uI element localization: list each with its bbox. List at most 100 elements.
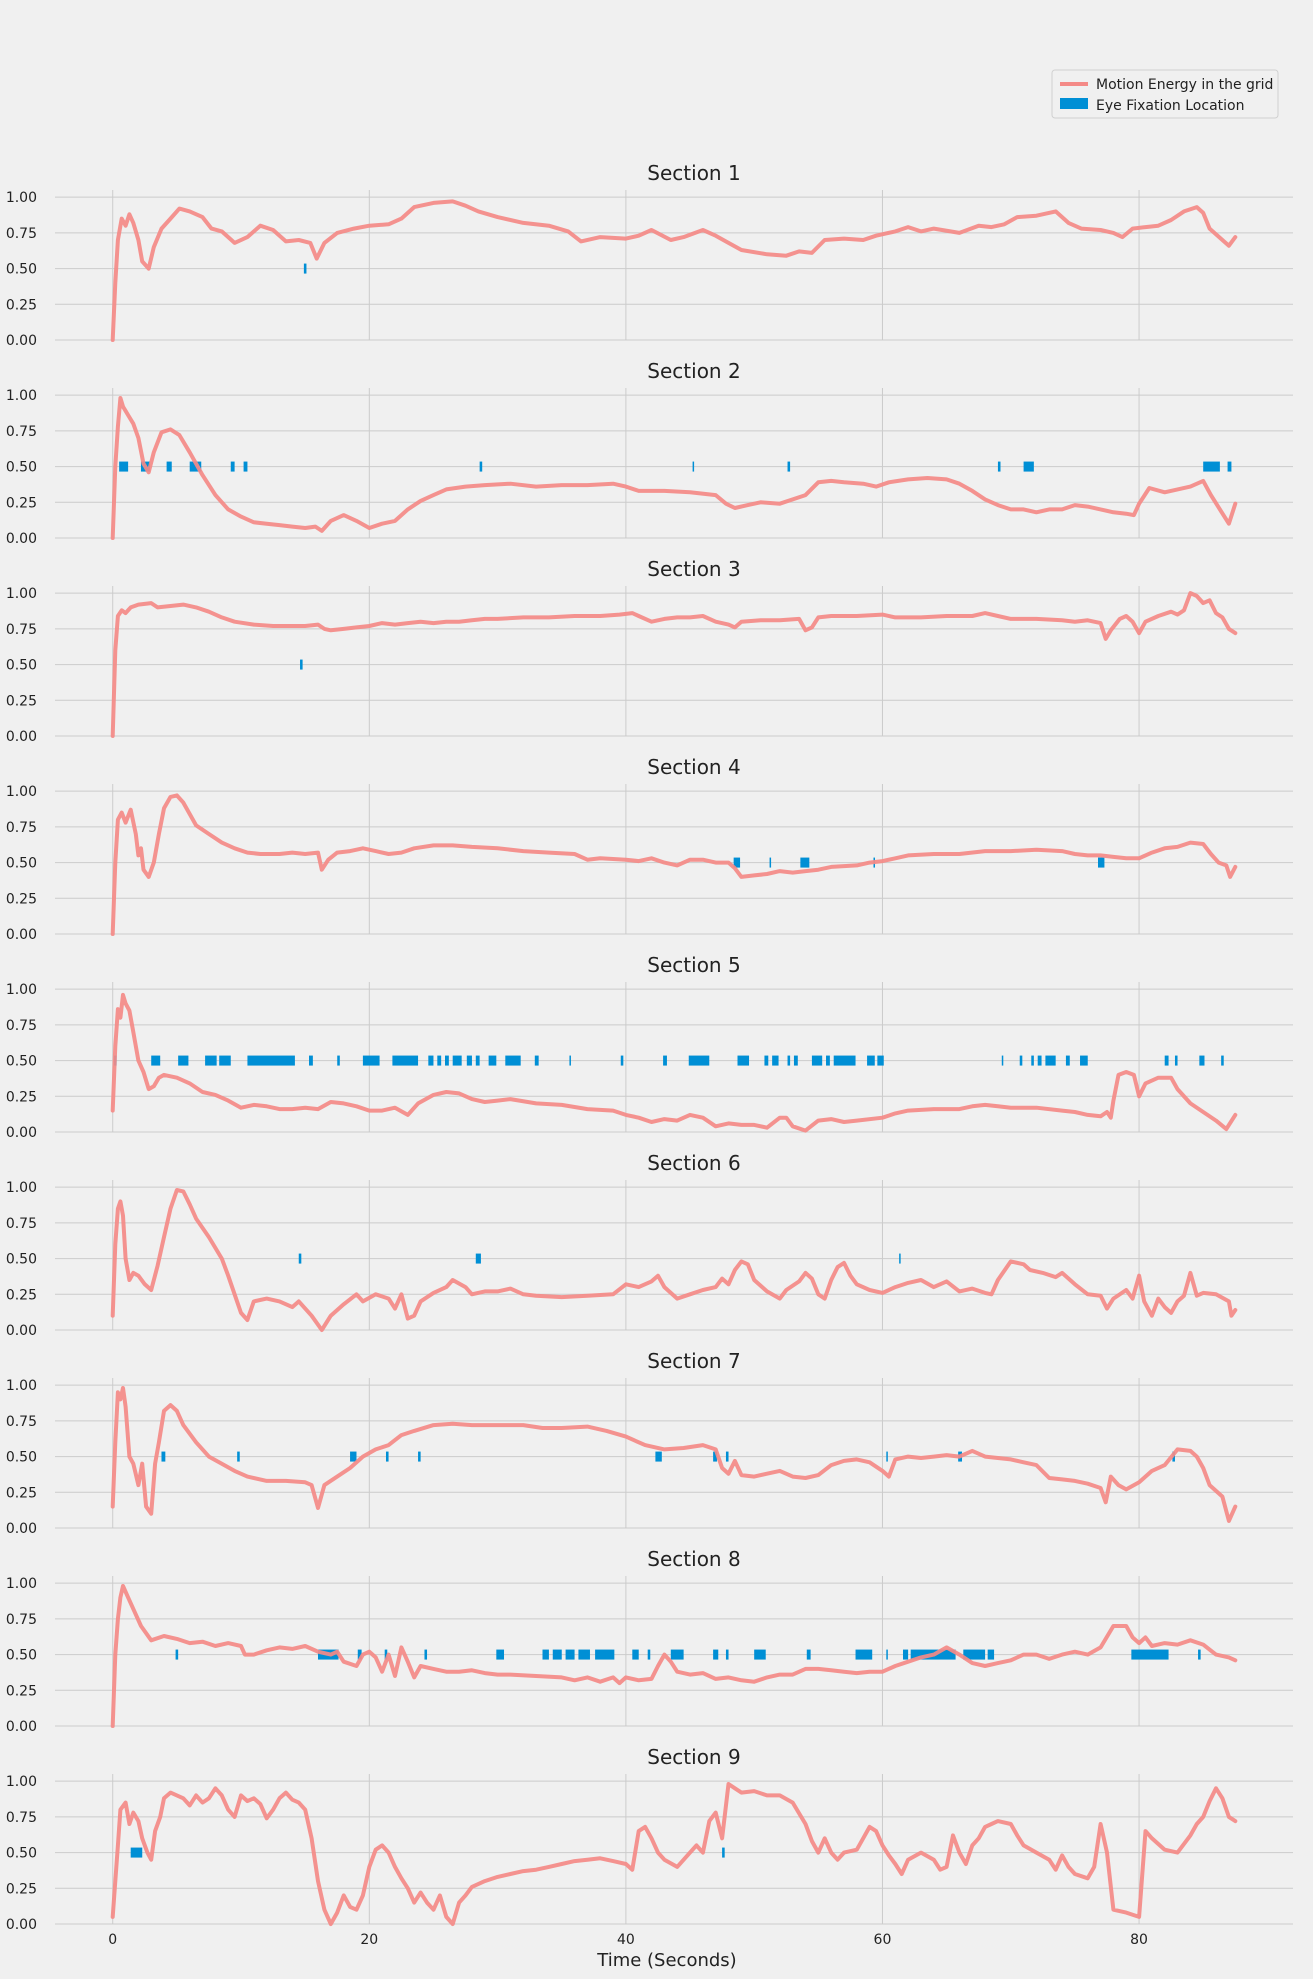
fixation-bar xyxy=(655,1451,662,1462)
fixation-bar xyxy=(769,857,772,868)
fixation-bar xyxy=(754,1649,766,1660)
y-tick-label: 0.75 xyxy=(6,1216,37,1232)
y-tick-label: 0.75 xyxy=(6,1612,37,1628)
fixation-bar xyxy=(205,1055,217,1066)
fixation-bar xyxy=(663,1055,667,1066)
fixation-bar xyxy=(1203,461,1220,472)
legend: Motion Energy in the grid Eye Fixation L… xyxy=(1051,69,1279,119)
x-tick-label: 20 xyxy=(360,1932,378,1948)
fixation-bar xyxy=(855,1649,873,1660)
fixation-bar xyxy=(552,1649,562,1660)
legend-fixation-swatch xyxy=(1060,98,1088,109)
fixation-bar xyxy=(298,1253,302,1264)
legend-box xyxy=(1051,69,1279,119)
fixation-bar xyxy=(300,659,303,670)
motion-line xyxy=(110,793,1238,936)
fixation-bar xyxy=(247,1055,295,1066)
fixation-bar xyxy=(692,461,695,472)
fixation-bar xyxy=(496,1649,505,1660)
fixation-bar xyxy=(793,1055,798,1066)
y-tick-label: 0.50 xyxy=(6,1846,37,1862)
fixation-bar xyxy=(963,1649,986,1660)
fixation-bar xyxy=(437,1055,442,1066)
panel-8: 0.00 0.25 0.50 0.75 1.00 Section 8 xyxy=(6,1547,1293,1735)
panel-title: Section 8 xyxy=(647,1547,740,1571)
y-tick-label: 0.00 xyxy=(6,1323,37,1339)
fixation-bar xyxy=(1227,461,1232,472)
fixation-bar xyxy=(466,1055,472,1066)
fixation-bar xyxy=(997,461,1001,472)
y-tick-label: 0.50 xyxy=(6,1450,37,1466)
y-tick-label: 0.25 xyxy=(6,297,37,313)
fixation-bar xyxy=(565,1649,575,1660)
y-tick-label: 0.00 xyxy=(6,729,37,745)
fixation-bar xyxy=(350,1451,357,1462)
panel-title: Section 5 xyxy=(647,953,740,977)
fixation-bar xyxy=(1045,1055,1056,1066)
fixation-bar xyxy=(811,1055,823,1066)
fixation-bar xyxy=(713,1649,719,1660)
fixation-bar xyxy=(424,1649,428,1660)
fixation-bar xyxy=(902,1649,909,1660)
fixation-bar xyxy=(475,1055,480,1066)
panels: 0.00 0.25 0.50 0.75 1.00 Section 1 0.00 0.25 0.5… xyxy=(6,161,1293,1948)
fixation-bar xyxy=(826,1055,830,1066)
x-tick-label: 0 xyxy=(108,1932,117,1948)
motion-line xyxy=(110,1584,1238,1728)
panel-title: Section 7 xyxy=(647,1349,740,1373)
y-tick-label: 0.50 xyxy=(6,856,37,872)
fixation-bar xyxy=(166,461,172,472)
panel-title: Section 1 xyxy=(647,161,740,185)
fixation-bar xyxy=(479,461,483,472)
fixation-bar xyxy=(1221,1055,1224,1066)
fixation-bar xyxy=(595,1649,615,1660)
y-tick-label: 0.50 xyxy=(6,1252,37,1268)
fixation-bar xyxy=(733,857,741,868)
fixation-bar xyxy=(119,461,129,472)
motion-line xyxy=(110,591,1238,738)
fixation-bar xyxy=(445,1055,449,1066)
fixation-bar xyxy=(764,1055,769,1066)
fixation-bar xyxy=(787,1055,791,1066)
fixation-bar xyxy=(1031,1055,1034,1066)
y-tick-label: 1.00 xyxy=(6,1576,37,1592)
y-tick-label: 0.25 xyxy=(6,1089,37,1105)
panel-9: 0.00 0.25 0.50 0.75 1.00 Section 9 0 20 40 60 80 xyxy=(6,1745,1293,1948)
fixation-bar xyxy=(151,1055,161,1066)
fixation-bar xyxy=(303,263,307,274)
y-tick-label: 0.25 xyxy=(6,495,37,511)
motion-line xyxy=(110,992,1238,1133)
fixation-bar xyxy=(505,1055,521,1066)
fixation-bar xyxy=(713,1451,717,1462)
fixation-bar xyxy=(987,1649,995,1660)
panel-1: 0.00 0.25 0.50 0.75 1.00 Section 1 xyxy=(6,161,1293,349)
fixation-bar xyxy=(833,1055,856,1066)
y-tick-label: 0.25 xyxy=(6,1881,37,1897)
fixation-bar xyxy=(1080,1055,1088,1066)
fixation-bar xyxy=(385,1451,389,1462)
legend-fixation-label: Eye Fixation Location xyxy=(1096,98,1244,114)
fixation-bar xyxy=(1164,1055,1169,1066)
y-tick-label: 0.00 xyxy=(6,531,37,547)
fixation-bar xyxy=(899,1253,901,1264)
y-tick-label: 1.00 xyxy=(6,1378,37,1394)
fixation-bar xyxy=(237,1451,240,1462)
fixation-bar xyxy=(632,1649,639,1660)
fixation-bar xyxy=(161,1451,166,1462)
fixation-bar xyxy=(877,1055,884,1066)
y-tick-label: 0.50 xyxy=(6,460,37,476)
fixation-bar xyxy=(392,1055,419,1066)
panel-4: 0.00 0.25 0.50 0.75 1.00 Section 4 xyxy=(6,755,1293,943)
fixation-bar xyxy=(670,1649,684,1660)
panel-6: 0.00 0.25 0.50 0.75 1.00 Section 6 xyxy=(6,1151,1293,1339)
fixation-bar xyxy=(787,461,791,472)
fixation-bar xyxy=(1019,1055,1023,1066)
y-tick-label: 0.25 xyxy=(6,1287,37,1303)
fixation-bar xyxy=(418,1451,421,1462)
motion-line xyxy=(110,1782,1238,1926)
panel-title: Section 4 xyxy=(647,755,740,779)
y-tick-label: 1.00 xyxy=(6,982,37,998)
fixation-bar xyxy=(1131,1649,1169,1660)
fixation-bar xyxy=(1065,1055,1070,1066)
